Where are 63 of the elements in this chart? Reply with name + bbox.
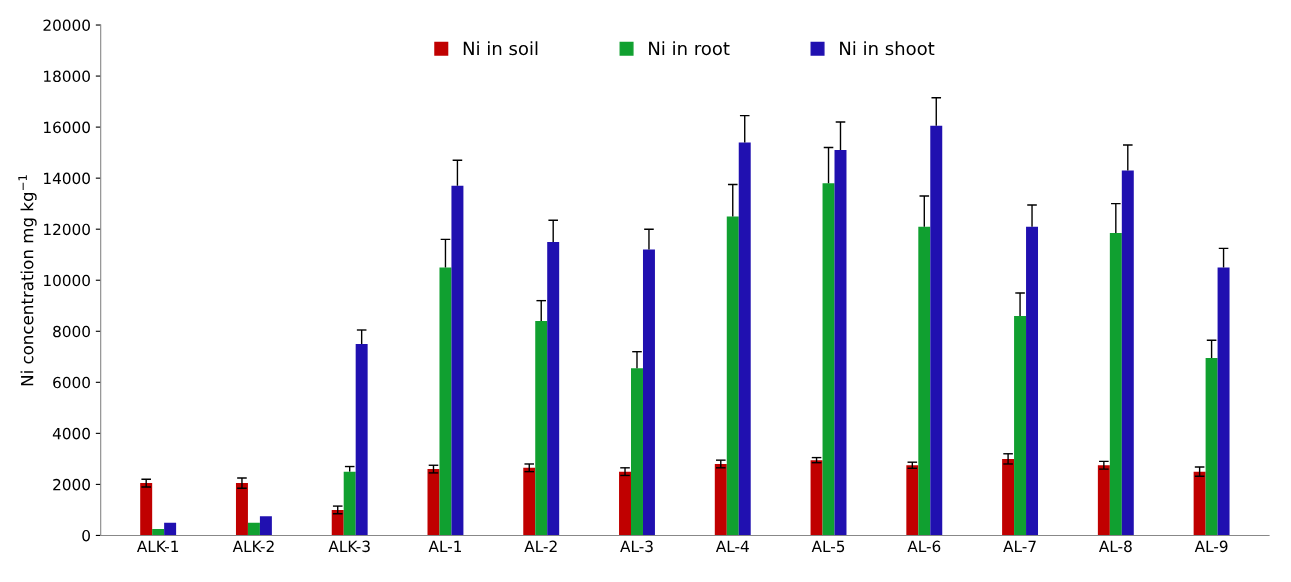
bar — [1026, 226, 1039, 536]
bar — [1097, 465, 1110, 536]
bar — [1193, 471, 1206, 536]
x-tick-label: ALK-1 — [136, 540, 179, 552]
y-tick-label: 14000 — [44, 172, 90, 185]
bar — [1002, 458, 1015, 536]
x-tick-label: ALK-3 — [328, 540, 370, 553]
bar — [834, 150, 847, 536]
bar — [631, 368, 643, 536]
y-tick-label: 18000 — [44, 70, 90, 83]
x-tick-label: AL-4 — [715, 540, 749, 552]
x-tick-label: AL-6 — [907, 540, 941, 553]
bar — [259, 516, 272, 536]
bar — [331, 509, 344, 536]
bar — [140, 483, 153, 536]
bar — [451, 185, 464, 536]
x-tick-label: ALK-2 — [232, 540, 274, 552]
y-tick-label: 8000 — [53, 325, 90, 338]
bar — [1205, 358, 1218, 536]
bar — [247, 522, 260, 536]
y-axis-title: Ni concentration mg kg$^{−1}$ — [18, 175, 37, 386]
legend-label: Ni in shoot — [840, 41, 935, 56]
bar — [235, 483, 248, 536]
y-tick-label: 12000 — [44, 223, 90, 236]
bar — [152, 529, 165, 536]
bar — [1217, 267, 1230, 536]
legend-label: Ni in root — [649, 41, 730, 56]
bar — [810, 460, 823, 536]
y-tick-label: 2000 — [53, 478, 90, 491]
bar — [822, 183, 835, 536]
y-tick-label: 20000 — [43, 19, 90, 32]
legend-label: Ni in soil — [463, 41, 538, 56]
bar — [1121, 170, 1134, 536]
x-tick-label: AL-9 — [1194, 540, 1228, 553]
bar — [164, 522, 177, 536]
x-tick-label: AL-5 — [811, 540, 845, 553]
bar — [547, 241, 560, 536]
bar — [1109, 233, 1122, 536]
y-tick-label: 16000 — [44, 121, 90, 134]
bar — [535, 321, 548, 536]
x-tick-label: AL-3 — [620, 540, 653, 553]
bar — [523, 467, 536, 536]
bar — [642, 249, 655, 536]
bar — [726, 216, 739, 536]
bar — [906, 465, 919, 536]
bar — [355, 344, 368, 536]
bar — [439, 267, 452, 536]
bar — [427, 469, 440, 536]
x-tick-label: AL-1 — [428, 540, 462, 552]
bar — [714, 463, 727, 536]
bar — [1014, 315, 1027, 536]
y-tick-label: 4000 — [52, 427, 90, 440]
x-tick-label: AL-7 — [1003, 540, 1036, 552]
bar — [619, 471, 632, 536]
x-tick-label: AL-2 — [524, 540, 557, 552]
bar — [738, 142, 751, 536]
y-tick-label: 6000 — [53, 376, 90, 389]
bar — [930, 125, 943, 536]
bar — [918, 226, 931, 536]
x-tick-label: AL-8 — [1098, 540, 1132, 553]
bar — [343, 471, 356, 536]
y-tick-label: 10000 — [44, 274, 90, 287]
y-tick-label: 0 — [82, 529, 90, 542]
